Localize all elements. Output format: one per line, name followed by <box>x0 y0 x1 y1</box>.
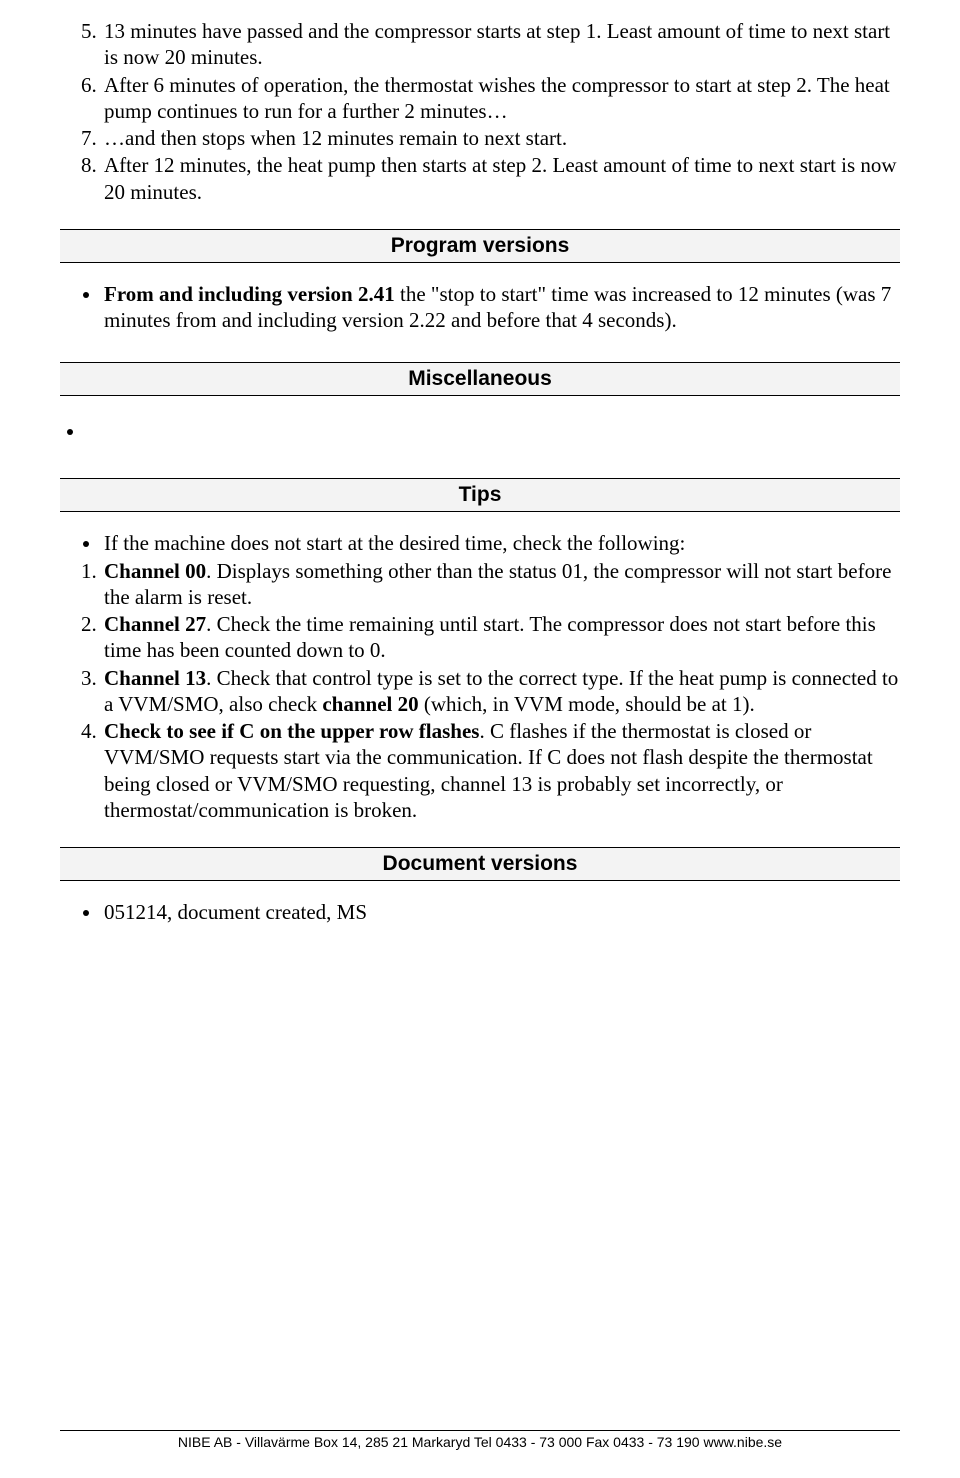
text: . Check the time remaining until start. … <box>104 612 876 662</box>
program-versions-list: From and including version 2.41 the "sto… <box>60 281 900 334</box>
text: . Displays something other than the stat… <box>104 559 891 609</box>
list-item: Channel 27. Check the time remaining unt… <box>102 611 900 664</box>
list-item: From and including version 2.41 the "sto… <box>102 281 900 334</box>
bold-text: Channel 13 <box>104 666 206 690</box>
bold-text: From and including version 2.41 <box>104 282 395 306</box>
list-item: 13 minutes have passed and the compresso… <box>102 18 900 71</box>
tips-ordered-list: Channel 00. Displays something other tha… <box>60 558 900 824</box>
bold-text: Channel 00 <box>104 559 206 583</box>
page: 13 minutes have passed and the compresso… <box>0 0 960 1478</box>
heading-miscellaneous: Miscellaneous <box>60 362 900 396</box>
heading-tips: Tips <box>60 478 900 512</box>
list-item: After 6 minutes of operation, the thermo… <box>102 72 900 125</box>
list-item: 051214, document created, MS <box>102 899 900 925</box>
list-item: Channel 13. Check that control type is s… <box>102 665 900 718</box>
text: (which, in VVM mode, should be at 1). <box>419 692 755 716</box>
list-item: If the machine does not start at the des… <box>102 530 900 556</box>
bold-text: Channel 27 <box>104 612 206 636</box>
page-content: 13 minutes have passed and the compresso… <box>60 18 900 926</box>
miscellaneous-list <box>60 418 900 444</box>
tips-lead-list: If the machine does not start at the des… <box>60 530 900 556</box>
bold-text: channel 20 <box>322 692 418 716</box>
page-footer: NIBE AB - Villavärme Box 14, 285 21 Mark… <box>60 1430 900 1450</box>
document-versions-list: 051214, document created, MS <box>60 899 900 925</box>
numbered-steps-list: 13 minutes have passed and the compresso… <box>60 18 900 205</box>
heading-document-versions: Document versions <box>60 847 900 881</box>
list-item-empty <box>86 418 900 444</box>
bold-text: Check to see if C on the upper row flash… <box>104 719 479 743</box>
heading-program-versions: Program versions <box>60 229 900 263</box>
list-item: After 12 minutes, the heat pump then sta… <box>102 152 900 205</box>
list-item: Check to see if C on the upper row flash… <box>102 718 900 823</box>
list-item: Channel 00. Displays something other tha… <box>102 558 900 611</box>
list-item: …and then stops when 12 minutes remain t… <box>102 125 900 151</box>
